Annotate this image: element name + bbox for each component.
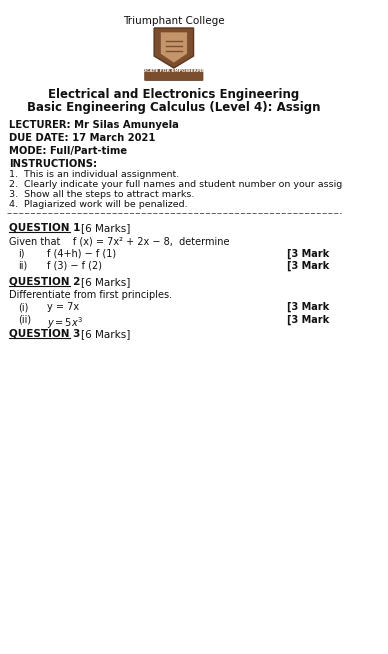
- Text: $y = 5x^{3}$: $y = 5x^{3}$: [47, 315, 83, 331]
- Text: Basic Engineering Calculus (Level 4): Assign: Basic Engineering Calculus (Level 4): As…: [27, 101, 320, 114]
- FancyBboxPatch shape: [145, 69, 203, 80]
- Text: [3 Mark: [3 Mark: [287, 261, 329, 271]
- Text: DUE DATE: 17 March 2021: DUE DATE: 17 March 2021: [9, 133, 156, 143]
- Text: LECTURER: Mr Silas Amunyela: LECTURER: Mr Silas Amunyela: [9, 120, 179, 130]
- Polygon shape: [154, 28, 194, 68]
- Text: Electrical and Electronics Engineering: Electrical and Electronics Engineering: [48, 88, 300, 101]
- Text: [3 Mark: [3 Mark: [287, 315, 329, 325]
- Text: Triumphant College: Triumphant College: [123, 16, 225, 26]
- Text: (i): (i): [18, 302, 28, 312]
- Text: Differentiate from first principles.: Differentiate from first principles.: [9, 290, 172, 300]
- Text: [3 Mark: [3 Mark: [287, 249, 329, 259]
- Text: QUESTION 1: QUESTION 1: [9, 223, 80, 233]
- Text: [3 Mark: [3 Mark: [287, 302, 329, 312]
- Text: [6 Marks]: [6 Marks]: [81, 277, 130, 287]
- Text: y = 7x: y = 7x: [47, 302, 79, 312]
- Polygon shape: [160, 32, 187, 63]
- Text: QUESTION 3: QUESTION 3: [9, 329, 80, 339]
- Text: QUESTION 2: QUESTION 2: [9, 277, 80, 287]
- Text: Given that    f (x) = 7x² + 2x − 8,  determine: Given that f (x) = 7x² + 2x − 8, determi…: [9, 236, 229, 246]
- Text: i): i): [18, 249, 24, 259]
- Text: 4.  Plagiarized work will be penalized.: 4. Plagiarized work will be penalized.: [9, 200, 187, 209]
- Text: [6 Marks]: [6 Marks]: [81, 223, 130, 233]
- Text: 3.  Show all the steps to attract marks.: 3. Show all the steps to attract marks.: [9, 190, 194, 199]
- Text: f (3) − f (2): f (3) − f (2): [47, 261, 102, 271]
- Text: 1.  This is an individual assignment.: 1. This is an individual assignment.: [9, 170, 179, 179]
- Text: ii): ii): [18, 261, 27, 271]
- Text: f (4+h) − f (1): f (4+h) − f (1): [47, 249, 116, 259]
- Text: 2.  Clearly indicate your full names and student number on your assig: 2. Clearly indicate your full names and …: [9, 180, 342, 189]
- Text: INSTRUCTIONS:: INSTRUCTIONS:: [9, 159, 97, 169]
- Text: [6 Marks]: [6 Marks]: [81, 329, 130, 339]
- Text: (ii): (ii): [18, 315, 31, 325]
- Text: EDUCATE FOR EMPOWERMENT: EDUCATE FOR EMPOWERMENT: [137, 69, 211, 73]
- Text: MODE: Full/Part-time: MODE: Full/Part-time: [9, 146, 127, 156]
